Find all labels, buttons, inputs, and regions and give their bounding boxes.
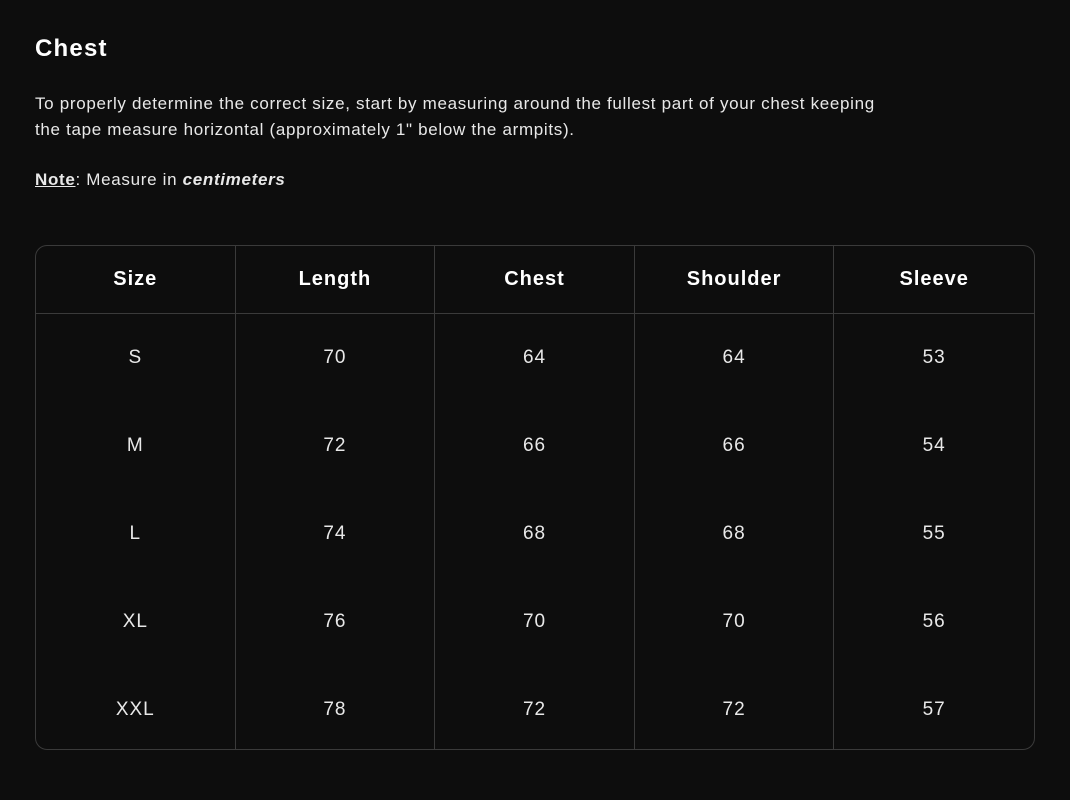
cell-chest: 64: [435, 314, 635, 402]
measurement-description: To properly determine the correct size, …: [35, 91, 885, 142]
cell-chest: 72: [435, 666, 635, 749]
table-row: M 72 66 66 54: [36, 402, 1034, 490]
cell-shoulder: 66: [635, 402, 835, 490]
cell-size: S: [36, 314, 236, 402]
cell-shoulder: 68: [635, 490, 835, 578]
col-header-shoulder: Shoulder: [635, 246, 835, 314]
cell-length: 76: [236, 578, 436, 666]
cell-sleeve: 57: [834, 666, 1034, 749]
cell-shoulder: 70: [635, 578, 835, 666]
col-header-chest: Chest: [435, 246, 635, 314]
col-header-size: Size: [36, 246, 236, 314]
note-separator: : Measure in: [76, 170, 183, 189]
cell-shoulder: 72: [635, 666, 835, 749]
cell-length: 78: [236, 666, 436, 749]
note-unit: centimeters: [183, 170, 286, 189]
cell-length: 74: [236, 490, 436, 578]
note-line: Note: Measure in centimeters: [35, 170, 1035, 190]
table-row: L 74 68 68 55: [36, 490, 1034, 578]
table-row: S 70 64 64 53: [36, 314, 1034, 402]
cell-size: XL: [36, 578, 236, 666]
cell-sleeve: 54: [834, 402, 1034, 490]
col-header-sleeve: Sleeve: [834, 246, 1034, 314]
page-title: Chest: [35, 35, 1035, 63]
cell-size: L: [36, 490, 236, 578]
cell-shoulder: 64: [635, 314, 835, 402]
cell-size: XXL: [36, 666, 236, 749]
col-header-length: Length: [236, 246, 436, 314]
cell-sleeve: 55: [834, 490, 1034, 578]
cell-size: M: [36, 402, 236, 490]
size-chart-table: Size Length Chest Shoulder Sleeve S 70 6…: [35, 245, 1035, 750]
table-row: XXL 78 72 72 57: [36, 666, 1034, 749]
cell-sleeve: 56: [834, 578, 1034, 666]
cell-chest: 66: [435, 402, 635, 490]
cell-length: 72: [236, 402, 436, 490]
cell-length: 70: [236, 314, 436, 402]
table-header-row: Size Length Chest Shoulder Sleeve: [36, 246, 1034, 314]
table-row: XL 76 70 70 56: [36, 578, 1034, 666]
cell-chest: 68: [435, 490, 635, 578]
cell-chest: 70: [435, 578, 635, 666]
note-label: Note: [35, 170, 76, 189]
cell-sleeve: 53: [834, 314, 1034, 402]
